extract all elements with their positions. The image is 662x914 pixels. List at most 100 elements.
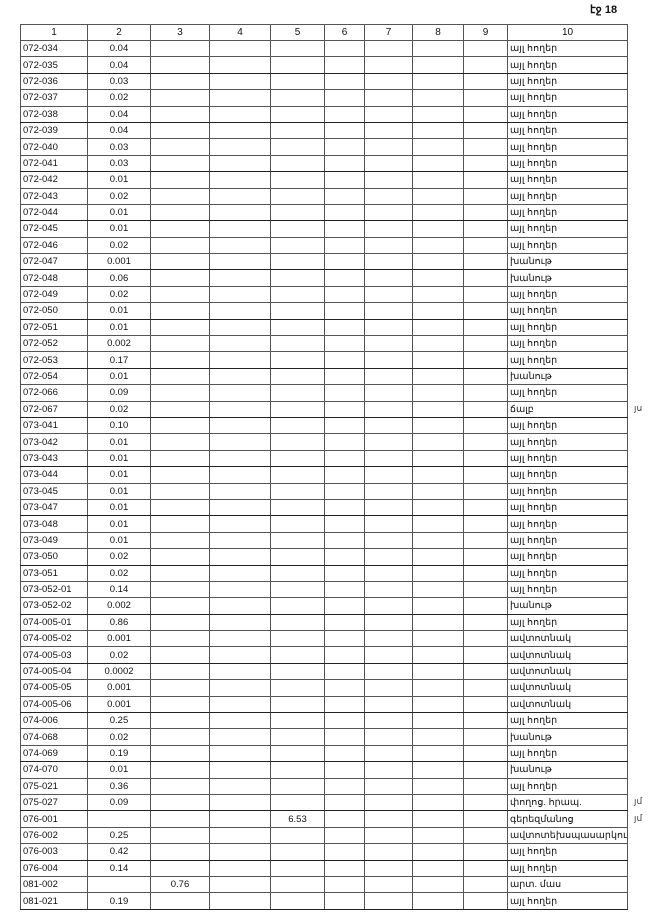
- cell-col-10: այլ հողեր: [507, 384, 628, 402]
- header-row: 1 2 3 4 5 6 7 8 9 10: [20, 24, 628, 41]
- cell-col-10: այլ հողեր: [507, 613, 628, 632]
- cell-col-5: [270, 89, 325, 107]
- cell-col-3: [150, 416, 210, 435]
- cell-col-9: [463, 712, 508, 730]
- cell-col-9: [463, 826, 508, 845]
- cell-col-7: [364, 400, 413, 418]
- cell-col-2: 0.001: [87, 253, 151, 271]
- cell-col-5: [270, 105, 325, 123]
- cell-col-9: [463, 613, 508, 632]
- cell-col-2: 0.14: [87, 859, 151, 877]
- cell-col-2: 0.002: [87, 597, 151, 615]
- cell-col-3: [150, 351, 210, 369]
- cell-col-10: այլ հողեր: [507, 466, 628, 484]
- cell-col-9: [463, 56, 508, 74]
- cell-col-2: 0.01: [87, 498, 151, 517]
- cell-col-3: [150, 121, 210, 140]
- cell-col-10: ավտոտնակ: [507, 646, 628, 664]
- cell-col-7: [364, 597, 413, 615]
- cell-col-3: [150, 318, 210, 337]
- cell-col-1: 073-049: [20, 531, 88, 550]
- cell-col-5: [270, 203, 325, 222]
- cell-col-2: 0.01: [87, 466, 151, 484]
- table-row: 072-037 0.02 այլ հողեր: [20, 89, 628, 107]
- cell-col-2: 0.09: [87, 793, 151, 812]
- cell-col-7: [364, 433, 413, 451]
- cell-col-7: [364, 171, 413, 189]
- cell-col-6: [324, 56, 365, 74]
- cell-col-8: [412, 203, 464, 222]
- cell-col-1: 074-068: [20, 728, 88, 746]
- cell-col-2: 0.01: [87, 761, 151, 779]
- cell-col-6: [324, 548, 365, 566]
- cell-col-4: [209, 154, 271, 173]
- table-row: 073-043 0.01 այլ հողեր: [20, 449, 628, 468]
- table-row: 075-027 0.09 փողոց. հրապ.: [20, 793, 628, 812]
- cell-col-7: [364, 826, 413, 845]
- column-header: 8: [412, 24, 464, 41]
- cell-col-6: [324, 826, 365, 845]
- cell-col-6: [324, 105, 365, 123]
- cell-col-5: [270, 630, 325, 648]
- cell-col-5: [270, 449, 325, 468]
- cell-col-10: այլ հողեր: [507, 498, 628, 517]
- cell-col-6: [324, 843, 365, 861]
- column-header: 3: [150, 24, 210, 41]
- cell-col-2: 0.86: [87, 613, 151, 632]
- cell-col-3: [150, 728, 210, 746]
- table-row: 072-053 0.17 այլ հողեր: [20, 351, 628, 369]
- cell-col-10: այլ հողեր: [507, 580, 628, 599]
- cell-col-1: 076-002: [20, 826, 88, 845]
- cell-col-4: [209, 384, 271, 402]
- table-row: 072-051 0.01 այլ հողեր: [20, 318, 628, 337]
- cell-col-6: [324, 777, 365, 795]
- table-row: 072-046 0.02 այլ հողեր: [20, 236, 628, 255]
- cell-col-2: 0.01: [87, 367, 151, 386]
- cell-col-8: [412, 220, 464, 238]
- cell-col-5: [270, 171, 325, 189]
- cell-col-9: [463, 761, 508, 779]
- cell-col-3: [150, 367, 210, 386]
- cell-col-8: [412, 482, 464, 500]
- cell-col-9: [463, 236, 508, 255]
- cell-col-4: [209, 482, 271, 500]
- cell-col-8: [412, 449, 464, 468]
- cell-col-8: [412, 335, 464, 353]
- cell-col-10: այլ հողեր: [507, 121, 628, 140]
- cell-col-10: այլ հողեր: [507, 351, 628, 369]
- cell-col-9: [463, 449, 508, 468]
- cell-col-5: [270, 662, 325, 681]
- margin-note: յմ: [634, 812, 643, 823]
- cell-col-9: [463, 433, 508, 451]
- cell-col-7: [364, 384, 413, 402]
- cell-col-8: [412, 679, 464, 697]
- cell-col-7: [364, 875, 413, 894]
- table-row: 074-005-03 0.02 ավտոտնակ: [20, 646, 628, 664]
- cell-col-3: [150, 597, 210, 615]
- table-row: 074-005-01 0.86 այլ հողեր: [20, 613, 628, 632]
- cell-col-4: [209, 793, 271, 812]
- cell-col-9: [463, 302, 508, 320]
- table-row: 072-048 0.06 խանութ: [20, 269, 628, 287]
- table-row: 076-003 0.42 այլ հողեր: [20, 843, 628, 861]
- cell-col-9: [463, 72, 508, 91]
- cell-col-8: [412, 302, 464, 320]
- cell-col-3: [150, 712, 210, 730]
- cell-col-9: [463, 466, 508, 484]
- margin-note: յմ: [634, 796, 643, 807]
- cell-col-3: [150, 892, 210, 910]
- cell-col-10: այլ հողեր: [507, 433, 628, 451]
- table-row: 073-045 0.01 այլ հողեր: [20, 482, 628, 500]
- cell-col-2: 0.01: [87, 302, 151, 320]
- cell-col-4: [209, 859, 271, 877]
- cell-col-7: [364, 203, 413, 222]
- cell-col-8: [412, 400, 464, 418]
- cell-col-10: այլ հողեր: [507, 449, 628, 468]
- cell-col-3: [150, 498, 210, 517]
- cell-col-4: [209, 416, 271, 435]
- cell-col-3: [150, 761, 210, 779]
- cell-col-1: 072-066: [20, 384, 88, 402]
- cell-col-8: [412, 466, 464, 484]
- cell-col-1: 074-005-05: [20, 679, 88, 697]
- cell-col-2: 0.14: [87, 580, 151, 599]
